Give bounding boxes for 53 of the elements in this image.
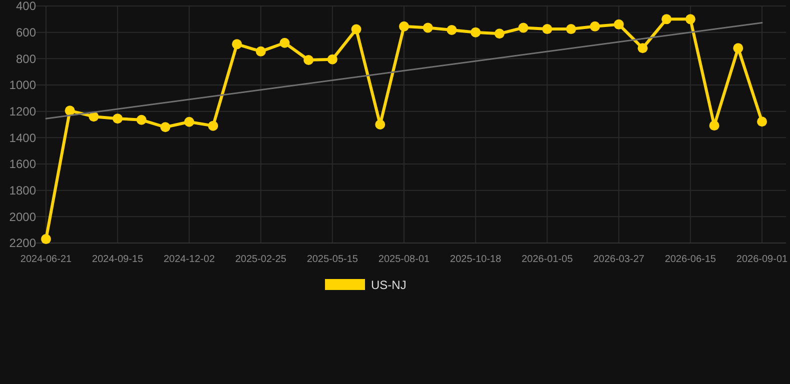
y-tick-label: 2200 xyxy=(9,236,36,250)
x-tick-label: 2025-02-25 xyxy=(235,254,287,265)
x-tick-label: 2025-10-18 xyxy=(450,254,502,265)
y-tick-label: 1200 xyxy=(9,104,36,119)
point xyxy=(638,43,648,54)
point xyxy=(566,24,576,34)
y-tick-label: 1000 xyxy=(9,78,36,92)
y-tick-label: 1400 xyxy=(9,130,36,145)
point xyxy=(494,28,504,39)
y-tick-label: 1800 xyxy=(9,184,36,198)
legend-label: US-NJ xyxy=(371,278,406,292)
y-tick-label: 600 xyxy=(16,26,36,40)
point xyxy=(685,14,696,24)
point xyxy=(351,24,362,34)
point xyxy=(614,19,624,30)
x-tick-label: 2024-09-15 xyxy=(92,254,144,265)
point xyxy=(375,120,386,130)
point xyxy=(208,120,218,131)
point xyxy=(542,24,552,34)
point xyxy=(184,116,194,127)
point xyxy=(446,24,457,35)
y-tick-label: 2000 xyxy=(9,210,36,224)
point xyxy=(256,46,266,56)
x-tick-label: 2026-03-27 xyxy=(593,254,645,265)
point xyxy=(470,27,481,38)
point xyxy=(422,22,433,33)
x-tick-label: 2024-12-02 xyxy=(164,254,216,265)
point xyxy=(327,54,338,64)
x-tick-label: 2026-01-05 xyxy=(522,254,574,265)
point xyxy=(232,39,242,50)
x-tick-label: 2025-05-15 xyxy=(306,254,358,265)
y-tick-label: 1600 xyxy=(9,157,36,172)
point xyxy=(280,38,290,48)
x-tick-label: 2026-06-15 xyxy=(664,254,716,265)
y-tick-label: 800 xyxy=(16,52,36,66)
point xyxy=(757,116,767,127)
point xyxy=(41,234,51,244)
x-tick-label: 2025-08-01 xyxy=(378,254,430,265)
point xyxy=(662,14,672,24)
point xyxy=(518,22,528,33)
point xyxy=(112,114,123,124)
point xyxy=(590,21,600,32)
point xyxy=(304,54,314,65)
point xyxy=(733,43,744,54)
point xyxy=(88,112,99,122)
y-tick-label: 400 xyxy=(16,0,36,14)
point xyxy=(136,114,146,125)
x-tick-label: 2026-09-01 xyxy=(736,254,788,265)
point xyxy=(64,106,75,116)
x-tick-label: 2024-06-21 xyxy=(20,254,72,265)
point xyxy=(399,21,409,32)
point xyxy=(709,120,720,131)
point xyxy=(160,122,170,132)
